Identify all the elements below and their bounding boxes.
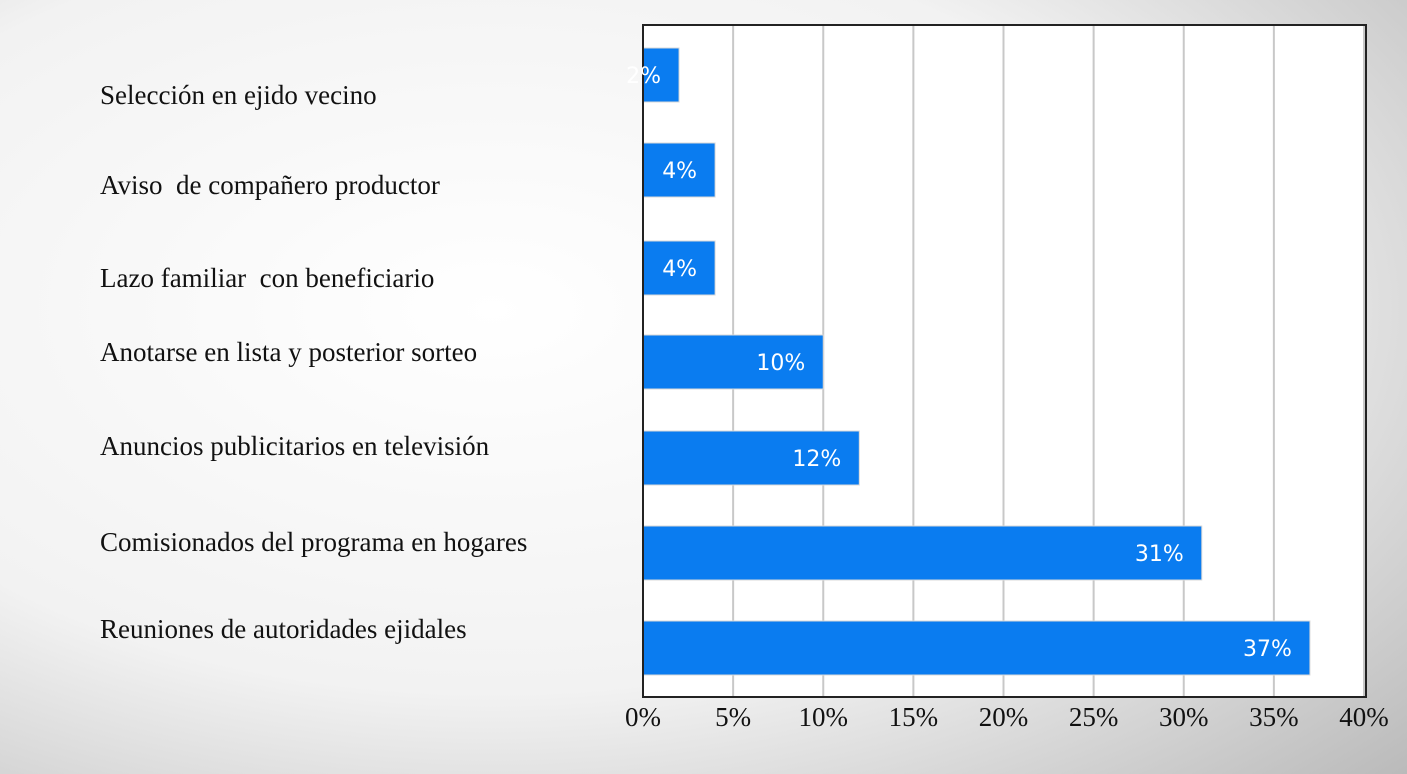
value-label: 4% bbox=[662, 257, 697, 282]
value-label: 4% bbox=[662, 159, 697, 184]
x-tick-label: 0% bbox=[625, 702, 661, 732]
x-tick-label: 10% bbox=[799, 702, 849, 732]
bar bbox=[642, 525, 1203, 581]
category-label: Comisionados del programa en hogares bbox=[100, 527, 527, 557]
bar bbox=[642, 620, 1311, 676]
bar bbox=[642, 430, 860, 486]
category-label: Reuniones de autoridades ejidales bbox=[100, 614, 467, 644]
x-tick-label: 35% bbox=[1249, 702, 1299, 732]
value-label: 2% bbox=[626, 64, 661, 89]
bar bbox=[642, 334, 824, 390]
x-tick-label: 15% bbox=[889, 702, 939, 732]
category-label: Selección en ejido vecino bbox=[100, 80, 377, 110]
plot-border bbox=[642, 24, 1367, 698]
value-label: 31% bbox=[1135, 542, 1184, 567]
category-label: Anuncios publicitarios en televisión bbox=[100, 431, 490, 461]
category-label: Lazo familiar con beneficiario bbox=[100, 263, 434, 293]
x-tick-label: 25% bbox=[1069, 702, 1119, 732]
x-tick-label: 40% bbox=[1339, 702, 1389, 732]
value-label: 37% bbox=[1243, 637, 1292, 662]
category-label: Anotarse en lista y posterior sorteo bbox=[100, 337, 477, 367]
bar bbox=[642, 142, 716, 198]
x-tick-label: 20% bbox=[979, 702, 1029, 732]
value-label: 10% bbox=[756, 351, 805, 376]
category-label: Aviso de compañero productor bbox=[100, 170, 440, 200]
x-tick-label: 30% bbox=[1159, 702, 1209, 732]
bar bbox=[642, 240, 716, 296]
value-label: 12% bbox=[792, 447, 841, 472]
x-tick-label: 5% bbox=[715, 702, 751, 732]
